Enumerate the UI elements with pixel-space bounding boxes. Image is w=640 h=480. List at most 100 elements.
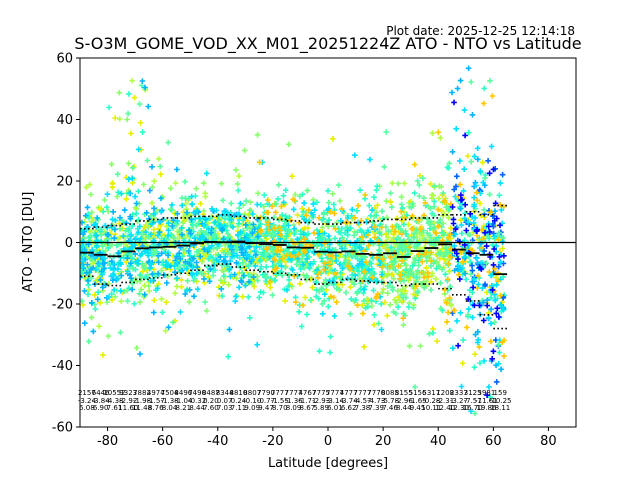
bin-stat-n: 8807 xyxy=(243,389,261,397)
bin-stat-std: 6.01 xyxy=(327,404,343,412)
chart-title: S-O3M_GOME_VOD_XX_M01_20251224Z ATO - NT… xyxy=(74,34,581,54)
bin-stat-std: 11.48 xyxy=(132,404,152,412)
bin-stat-n: 7775 xyxy=(312,389,330,397)
bin-stat-std: 8.44 xyxy=(189,404,205,412)
bin-stat-n: 7790 xyxy=(257,389,275,397)
y-tick-label: 60 xyxy=(56,52,73,67)
bin-stat-mean: -2.93 xyxy=(312,397,330,405)
y-tick-label: -20 xyxy=(52,298,73,313)
scatter-points xyxy=(80,65,508,417)
bin-stat-std: 7.38 xyxy=(355,404,371,412)
x-tick-label: -80 xyxy=(97,434,118,449)
x-tick-label: 0 xyxy=(324,434,332,449)
x-tick-label: -40 xyxy=(207,434,228,449)
plot-date: Plot date: 2025-12-25 12:14:18 xyxy=(386,24,575,38)
bin-stat-mean: -3.74 xyxy=(340,397,359,405)
bin-statistics: 2157-3.245.08 6446-3.846.90 10552-4.387.61… xyxy=(78,389,512,412)
bin-stat-mean: -3.14 xyxy=(326,397,345,405)
bin-stat-std: 6.62 xyxy=(341,404,357,412)
bin-stat-std: 5.89 xyxy=(313,404,329,412)
bin-stat-n: 10552 xyxy=(103,389,125,397)
bin-stat-std: 12.30 xyxy=(449,404,469,412)
bin-stat-n: 7777 xyxy=(326,389,344,397)
bin-stat-std: 7.61 xyxy=(107,404,123,412)
bin-stat-std: 8.21 xyxy=(176,404,192,412)
bin-stat-mean: 0.24 xyxy=(231,397,247,405)
bin-stat-mean: -4.38 xyxy=(105,397,123,405)
bin-stat-std: 10.11 xyxy=(421,404,441,412)
bin-stat-mean: 0.20 xyxy=(203,397,219,405)
y-tick-label: 20 xyxy=(56,175,73,190)
x-tick-label: -60 xyxy=(152,434,173,449)
y-tick-label: -60 xyxy=(52,421,73,436)
bin-stat-std: 8.44 xyxy=(396,404,412,412)
bin-stat-n: 2157 xyxy=(78,389,96,397)
bin-stat-mean: -1.55 xyxy=(271,397,289,405)
bin-stat-mean: -10.25 xyxy=(489,397,512,405)
bin-stat-mean: -1.38 xyxy=(160,397,178,405)
bin-stat-std: 8.76 xyxy=(148,404,164,412)
bin-stat-mean: -5.78 xyxy=(381,397,399,405)
bin-stat-mean: -1.36 xyxy=(284,397,303,405)
bin-stat-mean: -0.32 xyxy=(188,397,206,405)
bin-stat-mean: -0.77 xyxy=(257,397,275,405)
bin-stat-n: 4767 xyxy=(298,389,316,397)
x-tick-label: 60 xyxy=(485,434,502,449)
bin-stat-mean: -3.84 xyxy=(92,397,111,405)
bin-stat-std: 12.40 xyxy=(435,404,455,412)
bin-stat-n: 5156 xyxy=(409,389,427,397)
bin-stat-mean: -2.31 xyxy=(436,397,454,405)
x-tick-label: -20 xyxy=(262,434,283,449)
bin-stat-n: 7777 xyxy=(271,389,289,397)
bin-stat-mean: -4.57 xyxy=(353,397,371,405)
y-axis-label: ATO - NTO [DU] xyxy=(21,192,36,293)
x-tick-label: 80 xyxy=(540,434,557,449)
bin-stat-std: 11.60 xyxy=(118,404,138,412)
y-tick-label: 40 xyxy=(56,113,73,128)
bin-stat-mean: -4.73 xyxy=(367,397,385,405)
x-axis-label: Latitude [degrees] xyxy=(268,456,388,471)
bin-stat-n: 7777 xyxy=(354,389,372,397)
bin-stat-std: 7.03 xyxy=(217,404,233,412)
bin-stat-mean: -3.24 xyxy=(78,397,97,405)
bin-stat-n: 8344 xyxy=(216,389,234,397)
x-tick-label: 20 xyxy=(375,434,392,449)
bin-stat-std: 7.11 xyxy=(231,404,247,412)
bin-stat-mean: -11.61 xyxy=(475,397,498,405)
bin-stat-std: 9.45 xyxy=(410,404,426,412)
bin-stat-std: 8.70 xyxy=(272,404,288,412)
bin-stat-std: 19.86 xyxy=(476,404,497,412)
bin-stat-n: 7882 xyxy=(133,389,151,397)
bin-stat-mean: -0.10 xyxy=(243,397,261,405)
bin-stat-mean: -0.28 xyxy=(422,397,440,405)
bin-stat-mean: -1.65 xyxy=(408,397,426,405)
bin-stat-n: 8496 xyxy=(174,389,192,397)
bin-stat-n: 6446 xyxy=(92,389,110,397)
bin-stat-n: 8155 xyxy=(395,389,413,397)
bin-stat-n: 8085 xyxy=(381,389,399,397)
bin-stat-n: 2337 xyxy=(450,389,468,397)
bin-stat-n: 8487 xyxy=(202,389,220,397)
bin-stat-n: 7770 xyxy=(367,389,385,397)
bin-stat-std: 6.90 xyxy=(93,404,109,412)
bin-stat-std: 8.04 xyxy=(162,404,178,412)
mean-markers xyxy=(80,240,508,276)
bin-stat-n: 5317 xyxy=(422,389,440,397)
bin-stat-std: 16.70 xyxy=(463,404,483,412)
bin-stat-mean: -2.96 xyxy=(395,397,414,405)
bin-stat-std: 7.46 xyxy=(382,404,398,412)
bin-stat-n: 8810 xyxy=(230,389,248,397)
bin-stat-mean: -1.71 xyxy=(298,397,316,405)
bin-stat-n: 4974 xyxy=(147,389,165,397)
bin-stat-mean: -2.92 xyxy=(119,397,137,405)
bin-stat-n: 7490 xyxy=(188,389,206,397)
bin-stat-mean: -3.27 xyxy=(450,397,468,405)
bin-stat-std: 9.09 xyxy=(244,404,260,412)
bin-stat-mean: 0.07 xyxy=(217,397,233,405)
bin-stat-std: 8.67 xyxy=(300,404,316,412)
bin-stat-n: 3125 xyxy=(464,389,482,397)
bin-stat-n: 7504 xyxy=(161,389,179,397)
bin-stat-std: 5.08 xyxy=(79,404,95,412)
x-axis-ticks: -80 -60 -40 -20 0 20 40 60 80 xyxy=(97,427,557,449)
